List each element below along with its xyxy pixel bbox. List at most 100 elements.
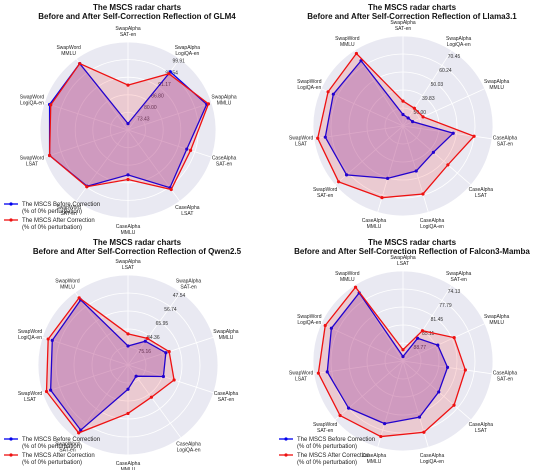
radial-tick-label: 65.95 xyxy=(156,321,169,327)
data-point-before xyxy=(346,406,351,410)
axis-label: CaseAlpha LSAT xyxy=(469,422,494,434)
axis-label: CaseAlpha MMLU xyxy=(116,224,141,235)
data-point-after xyxy=(44,389,49,394)
grid-spoke xyxy=(127,364,214,394)
data-point-before xyxy=(417,415,422,419)
axis-label: SwapAlpha SAT-en xyxy=(446,271,472,283)
data-point-after xyxy=(85,185,89,189)
data-point-after xyxy=(206,102,211,106)
data-point-before xyxy=(401,354,405,359)
radial-tick-label: 56.74 xyxy=(164,307,177,313)
radial-tick-label: 73.43 xyxy=(137,116,150,122)
axis-label: SwapWord SAT-en xyxy=(313,422,338,434)
data-point-after xyxy=(47,153,52,158)
data-point-before xyxy=(386,176,390,180)
legend-swatch-marker xyxy=(9,202,13,206)
axis-label: SwapAlpha SAT-en xyxy=(390,20,416,32)
grid-spoke xyxy=(44,129,129,158)
legend-swatch-marker xyxy=(284,453,288,457)
data-point-before xyxy=(436,343,440,347)
radial-tick-label: 85.11 xyxy=(422,331,434,337)
grid-spoke xyxy=(42,336,129,366)
series-line-after xyxy=(317,286,467,438)
radial-tick-label: 84.36 xyxy=(147,335,160,341)
axis-label: CaseAlpha SAT-en xyxy=(212,156,237,168)
data-point-after xyxy=(446,163,450,167)
data-point-after xyxy=(145,336,149,340)
axis-label: SwapWord LogiQA-en xyxy=(20,94,45,106)
chart-subtitle: Before and After Self-Correction Reflect… xyxy=(33,247,242,256)
data-point-after xyxy=(326,90,330,94)
data-point-after xyxy=(126,411,130,416)
data-point-after xyxy=(422,430,426,434)
axis-label: CaseAlpha MMLU xyxy=(362,453,387,465)
legend-swatch-marker xyxy=(9,218,13,222)
data-point-after xyxy=(126,332,130,336)
grid-spoke xyxy=(377,360,404,448)
grid-spoke xyxy=(402,125,429,213)
data-point-after xyxy=(78,61,82,66)
data-point-after xyxy=(316,136,320,140)
data-point-after xyxy=(337,180,341,184)
series-line-before xyxy=(326,291,449,425)
legend-label: The MSCS Before Correction xyxy=(22,202,100,208)
grid-spoke xyxy=(74,291,129,366)
data-point-after xyxy=(169,187,173,192)
data-point-after xyxy=(421,192,425,196)
axis-label: CaseAlpha SAT-en xyxy=(493,135,518,147)
data-point-after xyxy=(401,99,405,103)
radial-tick-label: 75.16 xyxy=(139,349,152,355)
data-point-after xyxy=(380,196,384,200)
radial-tick-label: 39.83 xyxy=(422,96,435,102)
axis-label: SwapAlpha LogiQA-en xyxy=(175,45,201,57)
series-area-after xyxy=(318,287,466,437)
axis-label: CaseAlpha LogiQA-en xyxy=(176,442,201,454)
data-point-before xyxy=(164,351,168,355)
data-point-before xyxy=(451,131,455,135)
data-point-after xyxy=(452,336,456,340)
grid-spoke xyxy=(402,50,452,127)
data-point-before xyxy=(410,120,415,124)
legend: The MSCS Before Correction(% of 0% pertu… xyxy=(4,202,100,231)
data-point-before xyxy=(445,365,450,370)
legend-sublabel: (% of 0% perturbation) xyxy=(22,444,82,450)
legend-sublabel: (% of 0% perturbation) xyxy=(297,444,357,450)
data-point-after xyxy=(172,378,176,382)
axis-label: SwapWord MMLU xyxy=(55,278,80,290)
data-point-after xyxy=(77,296,81,300)
series-area-before xyxy=(50,299,166,431)
axis-label: CaseAlpha SAT-en xyxy=(214,391,239,403)
grid-spoke xyxy=(320,323,404,362)
grid-spoke xyxy=(313,125,404,140)
data-point-before xyxy=(437,390,441,394)
axis-label: SwapWord LogiQA-en xyxy=(297,314,322,326)
series-area-before xyxy=(49,63,207,188)
axis-label: SwapAlpha LogiQA-en xyxy=(446,36,472,48)
grid-spoke xyxy=(402,125,493,140)
axis-label: SwapWord MMLU xyxy=(335,271,360,283)
chart-title: The MSCS radar charts xyxy=(368,3,457,12)
axis-label: SwapWord LSAT xyxy=(289,135,314,147)
axis-label: SwapWord MMLU xyxy=(56,45,81,57)
data-point-after xyxy=(77,431,81,435)
radial-tick-label: 50.03 xyxy=(431,82,444,88)
radial-tick-label: 80.00 xyxy=(144,105,157,111)
legend-sublabel: (% of 0% perturbation) xyxy=(22,209,82,215)
data-point-after xyxy=(379,434,383,439)
axis-label: CaseAlpha LSAT xyxy=(175,205,200,217)
radial-tick-label: 47.54 xyxy=(173,293,186,299)
legend-label: The MSCS After Correction xyxy=(22,218,95,224)
axis-label: SwapAlpha MMLU xyxy=(484,314,510,326)
axis-label: CaseAlpha MMLU xyxy=(116,461,141,470)
series-area-after xyxy=(46,297,175,433)
axis-label: SwapWord SAT-en xyxy=(56,205,81,217)
data-point-before xyxy=(325,370,329,374)
data-point-after xyxy=(323,323,327,328)
series-area-before xyxy=(327,292,448,424)
legend-swatch-marker xyxy=(9,453,13,457)
axis-label: CaseAlpha LSAT xyxy=(469,187,494,199)
radial-tick-label: 81.45 xyxy=(431,317,444,323)
data-point-before xyxy=(50,338,54,342)
